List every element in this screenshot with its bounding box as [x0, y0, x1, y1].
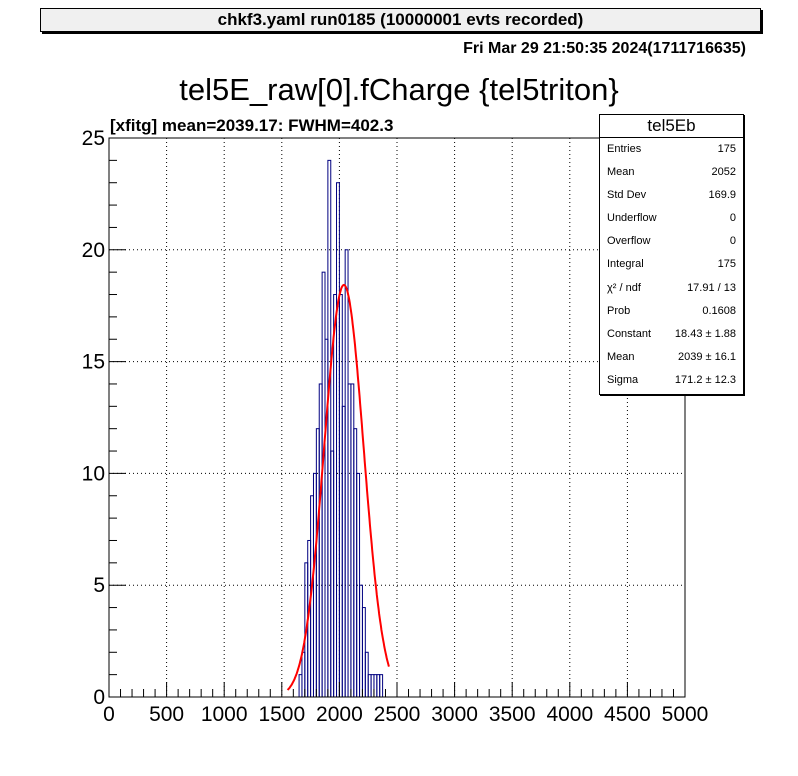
stats-row-overflow: Overflow 0 — [607, 235, 736, 248]
x-tick-label: 1000 — [201, 703, 248, 726]
axis-ticks — [108, 137, 686, 698]
fit-curve-group — [286, 283, 390, 691]
gaussian-fit-curve — [286, 283, 390, 691]
stats-row-fit-mean: Mean 2039 ± 16.1 — [607, 350, 736, 363]
stats-title: tel5Eb — [600, 115, 743, 138]
histogram-bars — [298, 159, 384, 698]
x-tick-label: 3000 — [431, 703, 478, 726]
y-tick-label: 0 — [93, 686, 105, 709]
y-tick-label: 10 — [82, 462, 105, 485]
grid-lines — [109, 138, 685, 697]
stats-row-prob: Prob 0.1608 — [607, 304, 736, 317]
x-tick-label: 5000 — [662, 703, 709, 726]
stats-row-stddev: Std Dev 169.9 — [607, 189, 736, 202]
y-tick-label: 20 — [82, 239, 105, 262]
x-tick-label: 4500 — [604, 703, 651, 726]
stats-row-entries: Entries 175 — [607, 143, 736, 155]
x-tick-label: 500 — [149, 703, 184, 726]
chart-title: tel5E_raw[0].fCharge {tel5triton} — [179, 72, 619, 107]
stats-row-underflow: Underflow 0 — [607, 212, 736, 225]
tick-labels: 0 500 1000 1500 2000 2500 3000 3500 4000 4500 5000… — [82, 127, 709, 726]
stats-row-constant: Constant 18.43 ± 1.88 — [607, 327, 736, 340]
x-tick-label: 0 — [103, 703, 115, 726]
stats-row-sigma: Sigma 171.2 ± 12.3 — [607, 373, 736, 386]
stats-row-integral: Integral 175 — [607, 258, 736, 271]
stats-box[interactable]: tel5Eb Entries 175 Mean 2052 Std Dev 169.9 … — [599, 114, 744, 395]
y-tick-label: 15 — [82, 351, 105, 374]
x-tick-label: 3500 — [489, 703, 536, 726]
x-tick-label: 2500 — [374, 703, 421, 726]
stats-row-mean: Mean 2052 — [607, 166, 736, 179]
histogram-bar — [379, 674, 384, 698]
fit-summary: [xfitg] mean=2039.17: FWHM=402.3 — [110, 116, 394, 135]
y-tick-label: 5 — [93, 574, 105, 597]
x-tick-label: 2000 — [316, 703, 363, 726]
stats-row-chi2: χ² / ndf 17.91 / 13 — [607, 281, 736, 294]
timestamp: Fri Mar 29 21:50:35 2024(1711716635) — [463, 40, 746, 57]
x-tick-label: 4000 — [546, 703, 593, 726]
x-tick-label: 1500 — [258, 703, 305, 726]
y-tick-label: 25 — [82, 127, 105, 150]
canvas-banner: chkf3.yaml run0185 (10000001 evts record… — [40, 8, 761, 32]
